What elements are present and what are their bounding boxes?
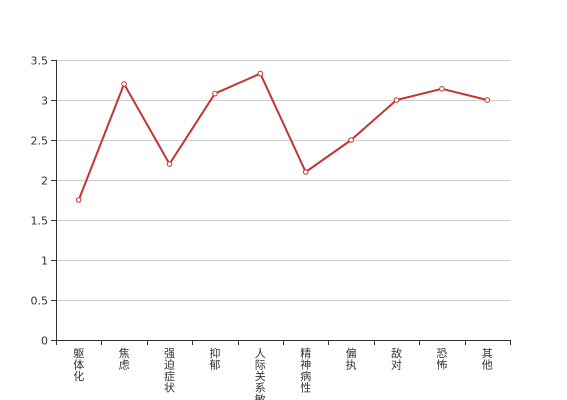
x-tick-label-char: 其 bbox=[482, 347, 493, 360]
x-tick-label-char: 精 bbox=[300, 347, 311, 360]
x-tick-label-char: 强 bbox=[164, 347, 175, 360]
data-point[interactable] bbox=[166, 161, 173, 167]
x-tick-label-char: 性 bbox=[300, 381, 311, 395]
y-tick-label: 3.5 bbox=[31, 55, 49, 68]
y-tick-label: 0 bbox=[41, 335, 48, 348]
x-tick-label: 强迫症状 bbox=[164, 347, 175, 395]
x-tick-label-char: 对 bbox=[391, 358, 402, 372]
x-tick-label-char: 状 bbox=[164, 381, 175, 395]
x-tick-label: 抑郁 bbox=[209, 346, 220, 372]
grid-lines bbox=[56, 60, 510, 301]
y-axis: 0 0.5 1 1.5 2 2.5 3 3.5 bbox=[31, 55, 57, 348]
data-point[interactable] bbox=[212, 90, 218, 97]
x-tick-label-char: 虑 bbox=[119, 359, 130, 372]
x-tick-label-char: 病 bbox=[300, 369, 311, 383]
x-axis: 躯体化 焦虑 强迫症状 抑郁 人际关系敏感 精神病性 偏执 敌对 恐怖 其他 bbox=[56, 340, 511, 400]
data-point[interactable] bbox=[348, 137, 354, 143]
x-tick-label-char: 恐 bbox=[436, 347, 447, 360]
x-tick-label-char: 人 bbox=[255, 347, 266, 360]
data-point[interactable] bbox=[75, 197, 82, 203]
y-tick-label: 1.5 bbox=[31, 215, 49, 228]
x-tick-label-char: 敌 bbox=[391, 346, 402, 360]
series-layer bbox=[75, 70, 491, 203]
x-tick-label: 精神病性 bbox=[300, 347, 311, 395]
data-point[interactable] bbox=[439, 86, 445, 92]
data-point[interactable] bbox=[393, 97, 400, 103]
y-tick-label: 2.5 bbox=[31, 135, 49, 148]
x-tick-label-char: 郁 bbox=[209, 358, 220, 372]
x-tick-label-char: 化 bbox=[73, 369, 84, 383]
x-tick-label: 敌对 bbox=[391, 346, 402, 372]
x-tick-label-char: 执 bbox=[346, 358, 357, 372]
series-line bbox=[77, 72, 488, 201]
x-tick-label: 焦虑 bbox=[119, 347, 130, 372]
x-tick-label: 偏执 bbox=[346, 346, 357, 372]
x-tick-label: 躯体化 bbox=[73, 347, 84, 383]
data-point[interactable] bbox=[302, 169, 309, 175]
x-tick-label-char: 焦 bbox=[119, 347, 130, 360]
x-tick-label: 恐怖 bbox=[436, 347, 447, 372]
x-tick-label-char: 体 bbox=[73, 358, 84, 372]
y-tick-label: 1 bbox=[41, 255, 48, 268]
x-tick-label-char: 偏 bbox=[346, 346, 357, 360]
data-point[interactable] bbox=[257, 70, 264, 77]
x-tick-label-char: 怖 bbox=[436, 358, 447, 372]
x-tick-label-char: 际 bbox=[255, 359, 266, 372]
x-tick-label-char: 系 bbox=[255, 382, 266, 395]
x-tick-label: 其他 bbox=[482, 347, 493, 372]
y-tick-label: 2 bbox=[41, 175, 48, 188]
data-point[interactable] bbox=[484, 97, 491, 103]
x-tick-label-char: 神 bbox=[300, 358, 311, 372]
x-tick-label-char: 症 bbox=[164, 369, 175, 383]
y-tick-label: 3 bbox=[41, 95, 48, 108]
x-tick-label-char: 躯 bbox=[73, 347, 84, 360]
x-tick-label: 人际关系敏感 bbox=[255, 347, 266, 400]
x-tick-label-char: 敏 bbox=[255, 392, 266, 400]
x-tick-label-char: 迫 bbox=[164, 358, 175, 372]
x-tick-label-char: 关 bbox=[255, 369, 266, 383]
y-tick-label: 0.5 bbox=[31, 295, 49, 308]
data-point[interactable] bbox=[121, 81, 127, 87]
x-tick-label-char: 抑 bbox=[209, 346, 220, 360]
x-tick-label-char: 他 bbox=[482, 359, 493, 372]
